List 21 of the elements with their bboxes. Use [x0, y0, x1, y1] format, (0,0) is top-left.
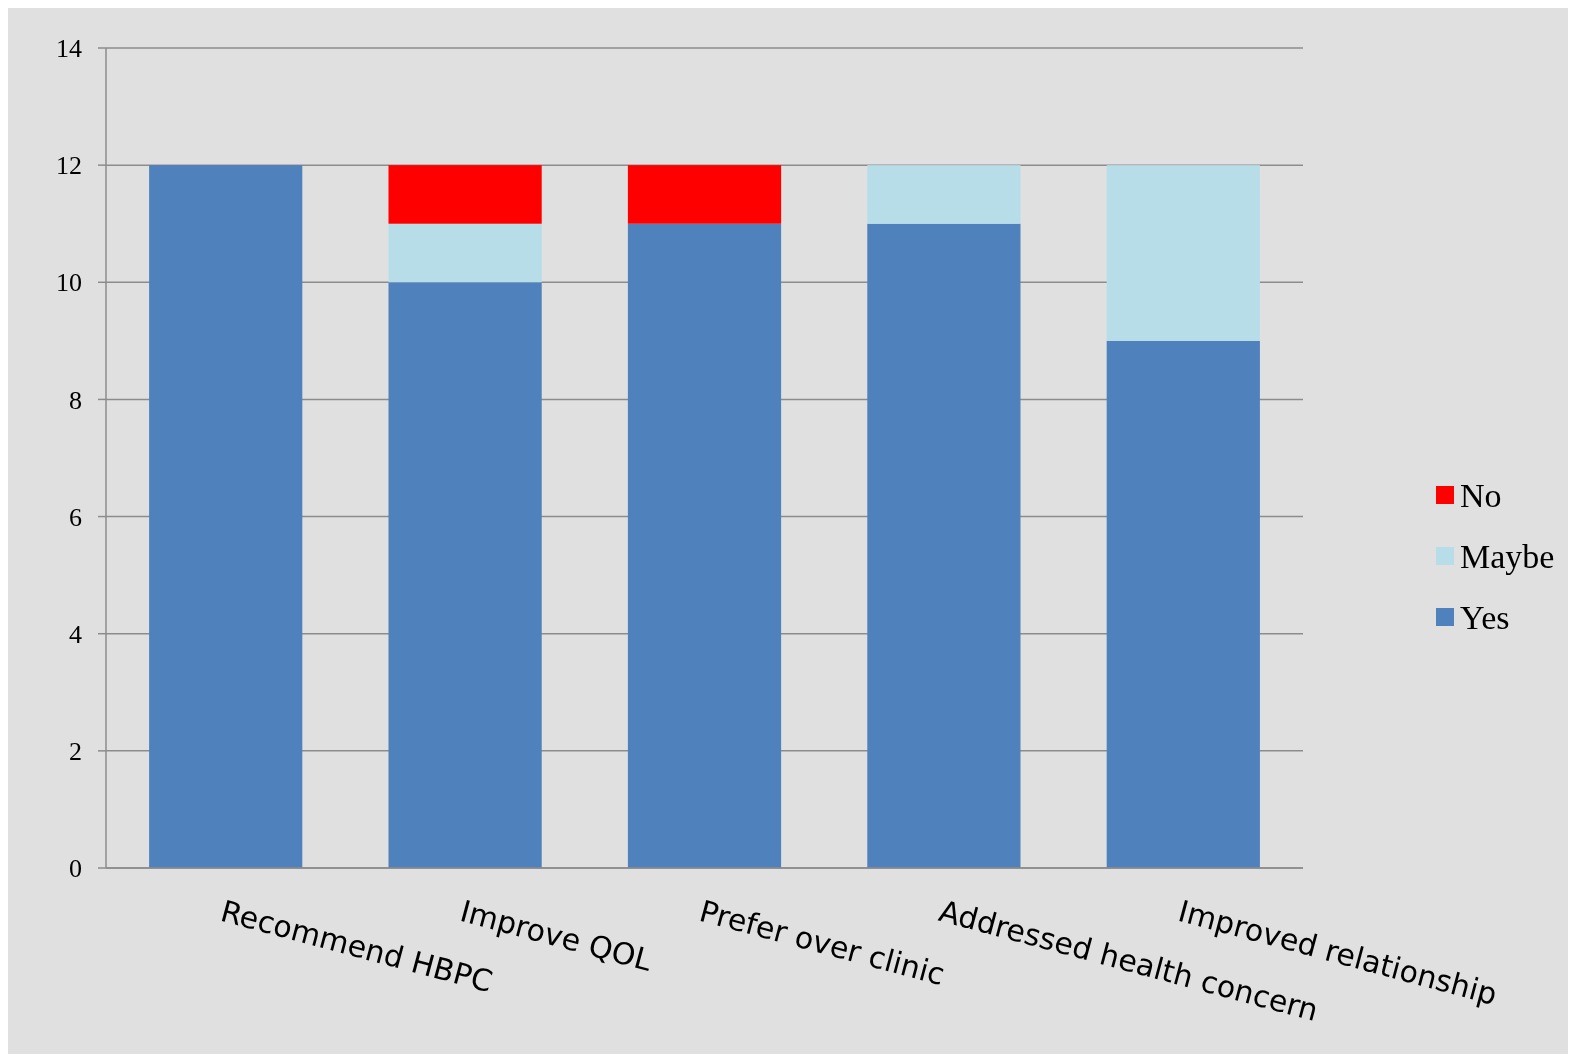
y-tick-label: 6 [69, 502, 82, 532]
bar [627, 223, 782, 868]
legend-label: No [1460, 476, 1502, 514]
bar [388, 165, 542, 224]
bar [388, 282, 542, 868]
y-tick-label: 8 [69, 385, 82, 415]
bar [1106, 340, 1260, 868]
y-tick-label: 14 [56, 34, 82, 64]
y-tick-label: 0 [69, 854, 82, 884]
bar [867, 223, 1021, 868]
bar [388, 223, 542, 283]
y-tick-label: 10 [56, 268, 82, 298]
bar [1106, 165, 1260, 341]
y-tick-label: 4 [69, 619, 82, 649]
y-tick-label: 2 [69, 736, 82, 766]
y-tick-label: 12 [56, 151, 82, 181]
bar [627, 165, 782, 224]
bar [149, 165, 303, 868]
legend-label: Yes [1460, 598, 1510, 636]
legend-label: Maybe [1460, 537, 1555, 575]
bar [867, 165, 1021, 224]
